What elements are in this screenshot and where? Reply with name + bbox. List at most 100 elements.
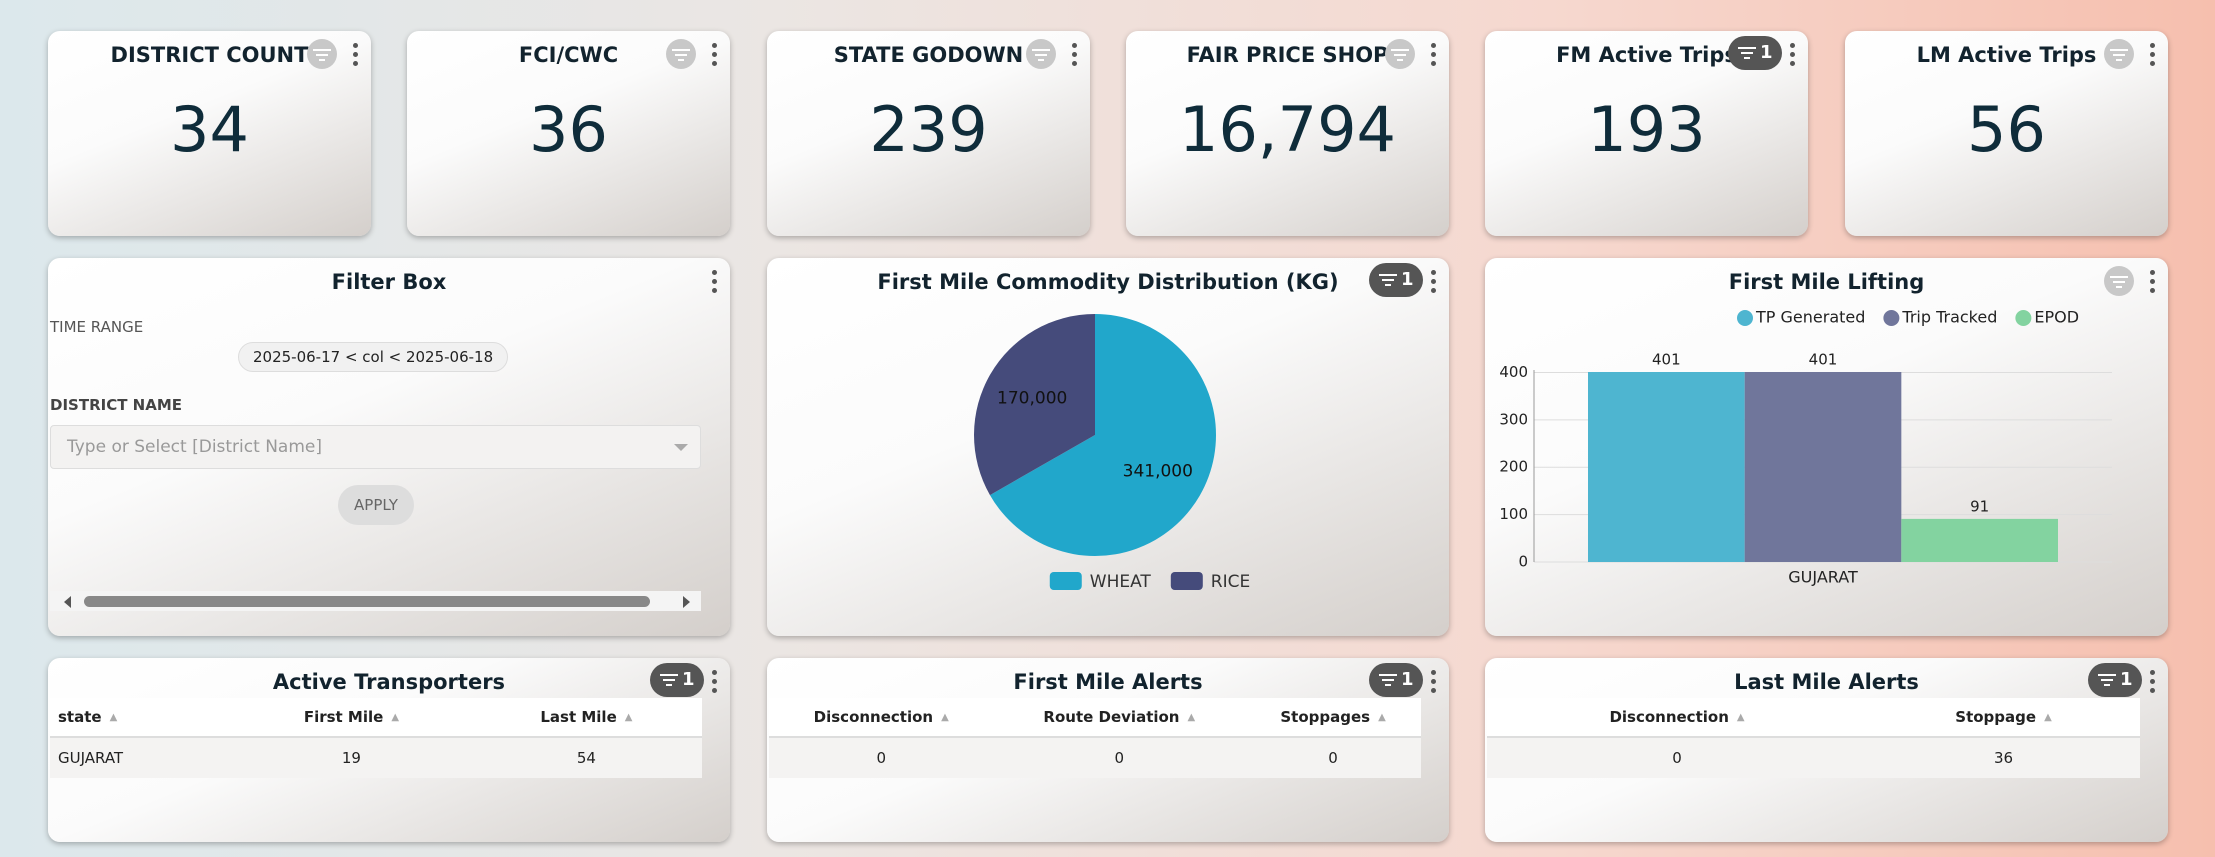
column-header[interactable]: Stoppages ▲ [1245, 698, 1421, 738]
menu-dot [2150, 52, 2155, 57]
pie-slice [974, 314, 1095, 496]
column-header[interactable]: Last Mile ▲ [470, 698, 702, 738]
header-row: Disconnection ▲ Stoppage ▲ [1487, 698, 2140, 738]
more-menu[interactable] [1072, 43, 1078, 69]
more-menu[interactable] [2150, 43, 2156, 69]
slice-label: 170,000 [997, 389, 1067, 409]
more-menu[interactable] [2150, 270, 2156, 296]
legend-swatch [1049, 572, 1082, 590]
filter-badge[interactable]: 1 [1728, 36, 1782, 70]
menu-dot [1431, 288, 1436, 293]
filter-icon [2098, 674, 2116, 686]
filter-icon [2110, 49, 2128, 61]
scroll-thumb[interactable] [84, 596, 650, 607]
legend-label: TP Generated [1755, 308, 1865, 327]
filter-indicator[interactable] [666, 39, 696, 69]
sort-icon: ▲ [941, 712, 949, 723]
time-range-pill[interactable]: 2025-06-17 < col < 2025-06-18 [238, 342, 509, 372]
legend-marker [1883, 310, 1900, 326]
filter-icon [1391, 49, 1409, 61]
filter-icon [2110, 276, 2128, 288]
filter-count: 1 [1760, 42, 1773, 63]
table-cell: 0 [769, 737, 994, 778]
panel-title: First Mile Alerts [1013, 670, 1203, 694]
panel: Last Mile Alerts 1 Disconnection ▲ Stoppage ▲… [1485, 658, 2168, 842]
more-menu[interactable] [353, 43, 359, 69]
menu-dot [712, 670, 717, 675]
filter-badge[interactable]: 1 [1369, 263, 1423, 297]
filter-count: 1 [1401, 669, 1414, 690]
table-cell: 0 [1487, 737, 1868, 778]
more-menu[interactable] [712, 270, 718, 296]
scroll-left[interactable] [64, 596, 71, 608]
menu-dot [1431, 688, 1436, 693]
column-name: Last Mile [540, 708, 617, 726]
bar-value-label: 401 [1652, 351, 1681, 369]
column-name: Route Deviation [1043, 708, 1180, 726]
apply-button[interactable]: APPLY [338, 485, 414, 525]
menu-dot [1790, 61, 1795, 66]
table-cell: GUJARAT [50, 737, 233, 778]
time-range-label: TIME RANGE [50, 318, 144, 336]
table-cell: 0 [1245, 737, 1421, 778]
sort-icon: ▲ [1736, 712, 1745, 723]
panel-title: First Mile Lifting [1728, 270, 1925, 294]
panel-title: DISTRICT COUNT [110, 43, 309, 67]
column-header[interactable]: Disconnection ▲ [769, 698, 994, 738]
scroll-right[interactable] [683, 596, 690, 608]
bar-value-label: 401 [1809, 351, 1838, 369]
panel: Active Transporters 1 state ▲ First Mile ▲ Las… [48, 658, 730, 842]
filter-badge[interactable]: 1 [650, 663, 704, 697]
column-header[interactable]: state ▲ [50, 698, 233, 738]
menu-dot [1072, 43, 1077, 48]
column-header[interactable]: Disconnection ▲ [1487, 698, 1868, 738]
panel-title: Filter Box [331, 270, 447, 294]
y-tick-label: 200 [1499, 458, 1528, 476]
column-header[interactable]: First Mile ▲ [232, 698, 471, 738]
column-header[interactable]: Route Deviation ▲ [993, 698, 1246, 738]
filter-badge[interactable]: 1 [2088, 663, 2142, 697]
bar [1744, 372, 1902, 562]
column-name: Disconnection [1609, 708, 1729, 726]
header-row: state ▲ First Mile ▲ Last Mile ▲ [50, 698, 702, 738]
menu-dot [1431, 279, 1436, 284]
kpi-value: 34 [170, 93, 249, 166]
filter-indicator[interactable] [2104, 266, 2134, 296]
filter-indicator[interactable] [1026, 39, 1056, 69]
panel: LM Active Trips 56 [1845, 31, 2168, 236]
filter-indicator[interactable] [2104, 39, 2134, 69]
column-name: Stoppage [1955, 708, 2037, 726]
filter-indicator[interactable] [307, 39, 337, 69]
filter-icon [1379, 674, 1397, 686]
filter-icon [660, 674, 678, 686]
more-menu[interactable] [1431, 670, 1437, 696]
filter-badge[interactable]: 1 [1369, 663, 1423, 697]
slice-label: 341,000 [1123, 461, 1193, 481]
district-select[interactable]: Type or Select [District Name] [50, 425, 701, 469]
more-menu[interactable] [1431, 270, 1437, 296]
data-table: Disconnection ▲ Route Deviation ▲ Stoppages ▲… [769, 698, 1421, 778]
legend-item: WHEAT [1049, 572, 1151, 592]
kpi-value: 16,794 [1179, 93, 1396, 166]
more-menu[interactable] [1790, 43, 1796, 69]
bar [1901, 518, 2058, 562]
table-row: GUJARAT 19 54 [50, 737, 702, 778]
filter-indicator[interactable] [1385, 39, 1415, 69]
more-menu[interactable] [712, 670, 718, 696]
select-caret [674, 444, 688, 451]
kpi-value: 239 [869, 93, 988, 166]
sort-icon: ▲ [1187, 712, 1196, 723]
filter-icon [1738, 47, 1756, 59]
more-menu[interactable] [1431, 43, 1437, 69]
more-menu[interactable] [2150, 670, 2156, 696]
menu-dot [1431, 270, 1436, 275]
menu-dot [1431, 61, 1436, 66]
column-header[interactable]: Stoppage ▲ [1867, 698, 2140, 738]
filter-icon [313, 49, 331, 61]
y-tick-label: 0 [1518, 553, 1528, 571]
table-cell: 19 [232, 737, 471, 778]
kpi-value: 193 [1587, 93, 1706, 166]
scrollbar[interactable] [50, 591, 701, 611]
more-menu[interactable] [712, 43, 718, 69]
header-row: Disconnection ▲ Route Deviation ▲ Stoppages ▲ [769, 698, 1421, 738]
